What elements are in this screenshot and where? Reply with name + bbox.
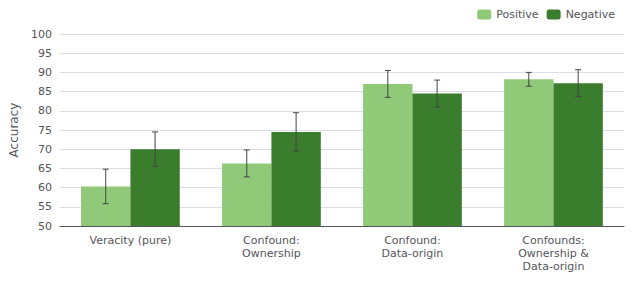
svg-text:Confound:: Confound: bbox=[243, 234, 300, 247]
svg-text:Positive: Positive bbox=[496, 8, 539, 21]
svg-text:Ownership &: Ownership & bbox=[518, 247, 589, 260]
svg-text:75: 75 bbox=[38, 124, 52, 137]
svg-text:Data-origin: Data-origin bbox=[523, 260, 585, 273]
svg-text:95: 95 bbox=[38, 47, 52, 60]
svg-text:Negative: Negative bbox=[566, 8, 616, 21]
svg-text:90: 90 bbox=[38, 66, 52, 79]
svg-text:Accuracy: Accuracy bbox=[7, 103, 21, 158]
svg-text:55: 55 bbox=[38, 200, 52, 213]
svg-text:Confounds:: Confounds: bbox=[522, 234, 584, 247]
svg-text:Confound:: Confound: bbox=[384, 234, 441, 247]
svg-text:Data-origin: Data-origin bbox=[382, 247, 444, 260]
svg-text:70: 70 bbox=[38, 143, 52, 156]
svg-text:50: 50 bbox=[38, 220, 52, 233]
svg-text:Veracity (pure): Veracity (pure) bbox=[90, 234, 172, 247]
svg-text:85: 85 bbox=[38, 85, 52, 98]
svg-text:80: 80 bbox=[38, 104, 52, 117]
svg-text:65: 65 bbox=[38, 162, 52, 175]
svg-text:Ownership: Ownership bbox=[242, 247, 301, 260]
svg-text:60: 60 bbox=[38, 181, 52, 194]
svg-text:100: 100 bbox=[31, 28, 52, 41]
